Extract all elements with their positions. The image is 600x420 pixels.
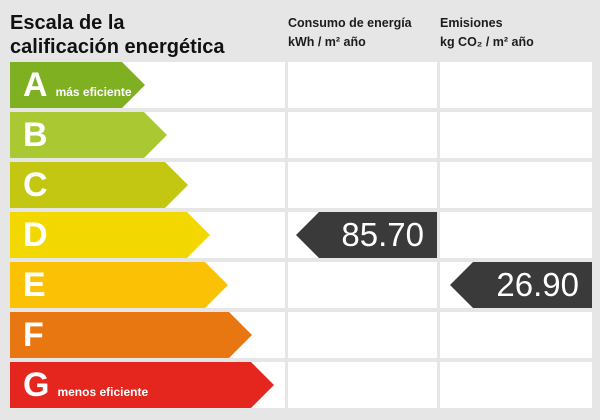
- emisiones-cell-a: [440, 62, 592, 108]
- rating-letter-b: B: [23, 116, 48, 154]
- emisiones-cell-b: [440, 112, 592, 158]
- rating-letter-c: C: [23, 166, 48, 204]
- emisiones-cell-e: 26.90: [440, 262, 592, 308]
- scale-cell-g: G menos eficiente: [10, 362, 285, 408]
- rating-row-d: D 85.70: [10, 212, 592, 258]
- consumo-column-header: Consumo de energía kWh / m² año: [288, 14, 412, 53]
- consumo-header-unit: kWh / m² año: [288, 35, 366, 50]
- consumo-value-arrow: 85.70: [296, 212, 437, 258]
- rating-bar-b: B: [10, 112, 167, 158]
- scale-cell-d: D: [10, 212, 285, 258]
- rating-letter-e: E: [23, 266, 46, 304]
- consumo-cell-a: [288, 62, 437, 108]
- page-title: Escala de la calificación energética: [10, 11, 225, 59]
- rating-row-b: B: [10, 112, 592, 158]
- scale-cell-b: B: [10, 112, 285, 158]
- consumo-cell-f: [288, 312, 437, 358]
- scale-cell-f: F: [10, 312, 285, 358]
- emisiones-value-arrow: 26.90: [450, 262, 592, 308]
- emisiones-cell-d: [440, 212, 592, 258]
- consumo-header-label: Consumo de energía: [288, 16, 412, 30]
- scale-cell-c: C: [10, 162, 285, 208]
- consumo-cell-b: [288, 112, 437, 158]
- rating-letter-d: D: [23, 216, 48, 254]
- consumo-cell-d: 85.70: [288, 212, 437, 258]
- rating-row-a: A más eficiente: [10, 62, 592, 108]
- consumo-cell-e: [288, 262, 437, 308]
- scale-cell-a: A más eficiente: [10, 62, 285, 108]
- consumo-cell-g: [288, 362, 437, 408]
- rating-table: A más eficiente B C D: [10, 62, 592, 412]
- page-title-line1: Escala de la: [10, 12, 125, 34]
- emisiones-header-label: Emisiones: [440, 16, 503, 30]
- emisiones-cell-g: [440, 362, 592, 408]
- rating-bar-d: D: [10, 212, 210, 258]
- scale-cell-e: E: [10, 262, 285, 308]
- consumo-cell-c: [288, 162, 437, 208]
- emisiones-cell-f: [440, 312, 592, 358]
- rating-row-c: C: [10, 162, 592, 208]
- rating-bar-e: E: [10, 262, 228, 308]
- rating-bar-c: C: [10, 162, 188, 208]
- page-title-line2: calificación energética: [10, 36, 225, 58]
- rating-bar-a: A más eficiente: [10, 62, 145, 108]
- emisiones-header-unit: kg CO₂ / m² año: [440, 35, 534, 50]
- rating-row-g: G menos eficiente: [10, 362, 592, 408]
- least-efficient-label: menos eficiente: [57, 385, 149, 399]
- rating-bar-f: F: [10, 312, 252, 358]
- rating-row-e: E 26.90: [10, 262, 592, 308]
- rating-letter-g: G: [23, 366, 50, 404]
- most-efficient-label: más eficiente: [55, 85, 132, 99]
- rating-bar-g: G menos eficiente: [10, 362, 274, 408]
- rating-letter-f: F: [23, 316, 44, 354]
- rating-row-f: F: [10, 312, 592, 358]
- emisiones-cell-c: [440, 162, 592, 208]
- rating-letter-a: A: [23, 66, 48, 104]
- emisiones-column-header: Emisiones kg CO₂ / m² año: [440, 14, 534, 53]
